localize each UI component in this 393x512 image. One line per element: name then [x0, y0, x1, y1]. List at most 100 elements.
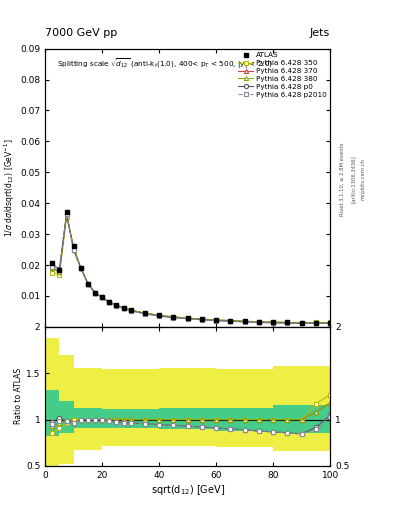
Pythia 6.428 p2010 — [257, 319, 261, 326]
Pythia 6.428 380 — [121, 305, 126, 311]
Pythia 6.428 p0 — [328, 320, 332, 326]
Text: Jets: Jets — [310, 28, 330, 37]
Pythia 6.428 370 — [328, 319, 332, 326]
Pythia 6.428 350 — [79, 265, 83, 271]
ATLAS — [185, 315, 190, 321]
ATLAS — [64, 209, 69, 216]
Pythia 6.428 350 — [257, 319, 261, 325]
Pythia 6.428 p2010 — [72, 246, 76, 252]
Pythia 6.428 p2010 — [271, 319, 275, 326]
Pythia 6.428 p0 — [185, 316, 190, 322]
Line: Pythia 6.428 350: Pythia 6.428 350 — [50, 215, 332, 325]
Pythia 6.428 p2010 — [79, 265, 83, 271]
Pythia 6.428 370 — [200, 316, 204, 322]
Pythia 6.428 p0 — [214, 317, 219, 324]
ATLAS — [214, 317, 219, 323]
Pythia 6.428 370 — [129, 307, 133, 313]
Pythia 6.428 370 — [79, 265, 83, 271]
Pythia 6.428 350 — [185, 315, 190, 321]
Pythia 6.428 p2010 — [93, 290, 97, 296]
Pythia 6.428 380 — [93, 290, 97, 296]
Pythia 6.428 370 — [171, 314, 176, 320]
Pythia 6.428 380 — [242, 318, 247, 324]
Text: Splitting scale $\sqrt{d_{12}}$ (anti-k$_t$(1.0), 400< p$_T$ < 500, |y| < 2.0): Splitting scale $\sqrt{d_{12}}$ (anti-k$… — [57, 57, 272, 71]
Pythia 6.428 p2010 — [114, 303, 119, 309]
ATLAS — [79, 265, 83, 271]
Pythia 6.428 p0 — [114, 303, 119, 309]
Pythia 6.428 p2010 — [328, 321, 332, 327]
Pythia 6.428 370 — [314, 319, 318, 326]
Y-axis label: Ratio to ATLAS: Ratio to ATLAS — [14, 368, 23, 424]
ATLAS — [114, 302, 119, 308]
Pythia 6.428 p0 — [228, 318, 233, 324]
ATLAS — [299, 319, 304, 326]
ATLAS — [285, 319, 290, 326]
Pythia 6.428 370 — [257, 319, 261, 325]
Pythia 6.428 370 — [50, 265, 55, 271]
Pythia 6.428 p2010 — [171, 314, 176, 321]
ATLAS — [242, 318, 247, 324]
Pythia 6.428 p2010 — [129, 308, 133, 314]
Text: mcplots.cern.ch: mcplots.cern.ch — [361, 158, 366, 200]
Pythia 6.428 370 — [143, 310, 147, 316]
Pythia 6.428 p0 — [200, 316, 204, 323]
ATLAS — [121, 305, 126, 311]
ATLAS — [86, 281, 90, 287]
Pythia 6.428 p2010 — [200, 316, 204, 323]
Pythia 6.428 350 — [285, 319, 290, 326]
Pythia 6.428 380 — [314, 319, 318, 326]
Pythia 6.428 350 — [121, 305, 126, 311]
Pythia 6.428 370 — [107, 299, 112, 305]
Pythia 6.428 350 — [57, 272, 62, 278]
ATLAS — [143, 310, 147, 316]
Pythia 6.428 350 — [214, 317, 219, 323]
Text: Rivet 3.1.10, ≥ 2.8M events: Rivet 3.1.10, ≥ 2.8M events — [340, 142, 345, 216]
Pythia 6.428 350 — [228, 317, 233, 324]
Pythia 6.428 p0 — [100, 294, 105, 301]
Pythia 6.428 370 — [299, 319, 304, 326]
Pythia 6.428 p0 — [72, 246, 76, 252]
Line: Pythia 6.428 380: Pythia 6.428 380 — [50, 212, 332, 325]
Pythia 6.428 380 — [200, 316, 204, 322]
Pythia 6.428 380 — [214, 317, 219, 323]
Pythia 6.428 350 — [314, 319, 318, 326]
ATLAS — [200, 316, 204, 322]
Pythia 6.428 370 — [64, 211, 69, 217]
Pythia 6.428 370 — [86, 281, 90, 287]
Pythia 6.428 p0 — [129, 308, 133, 314]
ATLAS — [314, 320, 318, 326]
Pythia 6.428 p0 — [50, 262, 55, 268]
Pythia 6.428 p0 — [64, 211, 69, 217]
Pythia 6.428 p0 — [299, 321, 304, 327]
Pythia 6.428 380 — [114, 302, 119, 308]
Pythia 6.428 380 — [64, 211, 69, 217]
Pythia 6.428 p2010 — [242, 319, 247, 325]
Pythia 6.428 p2010 — [157, 313, 162, 319]
Text: 7000 GeV pp: 7000 GeV pp — [45, 28, 118, 37]
Pythia 6.428 380 — [228, 317, 233, 324]
ATLAS — [93, 290, 97, 296]
Pythia 6.428 p2010 — [143, 311, 147, 317]
Pythia 6.428 p0 — [57, 266, 62, 272]
Pythia 6.428 380 — [72, 246, 76, 252]
Pythia 6.428 350 — [50, 270, 55, 276]
Pythia 6.428 350 — [93, 290, 97, 296]
Line: ATLAS: ATLAS — [50, 210, 332, 326]
Pythia 6.428 p2010 — [86, 281, 90, 287]
Pythia 6.428 370 — [214, 317, 219, 323]
Pythia 6.428 350 — [129, 307, 133, 313]
Pythia 6.428 350 — [271, 319, 275, 325]
Pythia 6.428 350 — [171, 314, 176, 320]
Pythia 6.428 370 — [72, 246, 76, 252]
Pythia 6.428 370 — [114, 302, 119, 308]
Pythia 6.428 380 — [86, 281, 90, 287]
Pythia 6.428 350 — [64, 214, 69, 220]
Pythia 6.428 p2010 — [185, 316, 190, 322]
Pythia 6.428 350 — [157, 312, 162, 318]
Y-axis label: 1/$\sigma$ d$\sigma$/dsqrt(d$_{12}$) [GeV$^{-1}$]: 1/$\sigma$ d$\sigma$/dsqrt(d$_{12}$) [Ge… — [3, 139, 17, 237]
Pythia 6.428 p2010 — [100, 294, 105, 301]
Pythia 6.428 p2010 — [107, 300, 112, 306]
Pythia 6.428 380 — [299, 319, 304, 326]
Pythia 6.428 380 — [328, 319, 332, 326]
Pythia 6.428 350 — [200, 316, 204, 322]
